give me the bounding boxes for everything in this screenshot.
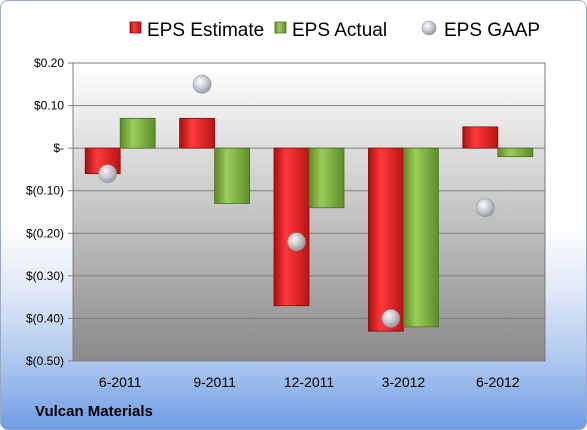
x-tick-label: 6-2011 [99, 374, 142, 390]
bar-eps-actual [119, 117, 156, 149]
legend-item-estimate: EPS Estimate [129, 20, 264, 41]
y-tick-label: $0.20 [34, 56, 64, 70]
legend-label-gaap: EPS GAAP [444, 20, 540, 41]
y-tick-label: $(0.30) [26, 269, 64, 283]
company-label: Vulcan Materials [35, 403, 153, 420]
x-tick-label: 12-2011 [284, 374, 335, 390]
bar-eps-estimate [179, 117, 216, 149]
x-tick-label: 9-2011 [193, 374, 236, 390]
y-tick-label: $(0.40) [26, 311, 64, 325]
legend: EPS Estimate EPS Actual EPS GAAP [129, 20, 540, 41]
legend-item-actual: EPS Actual [274, 20, 387, 41]
bar-eps-actual [497, 147, 534, 158]
marker-eps-gaap [287, 232, 306, 252]
x-tick-label: 6-2012 [476, 374, 520, 390]
gaap-markers [98, 74, 495, 328]
bar-eps-estimate [462, 126, 499, 149]
legend-swatch-estimate [129, 21, 142, 34]
y-tick-label: $- [53, 141, 64, 155]
y-tick-label: $(0.10) [26, 184, 64, 198]
marker-eps-gaap [98, 164, 117, 183]
marker-eps-gaap [192, 74, 212, 94]
legend-swatch-gaap [421, 20, 437, 36]
y-tick-label: $(0.50) [26, 354, 64, 368]
bar-eps-estimate [367, 147, 404, 332]
legend-label-actual: EPS Actual [292, 20, 387, 41]
legend-label-estimate: EPS Estimate [147, 20, 264, 41]
bars [84, 117, 534, 332]
legend-swatch-actual [274, 21, 287, 34]
bar-eps-actual [308, 147, 345, 209]
marker-eps-gaap [381, 309, 401, 328]
y-tick-label: $(0.20) [26, 226, 64, 240]
y-tick-label: $0.10 [34, 99, 64, 113]
x-axis: 6-2011 9-2011 12-2011 3-2012 6-2012 [99, 374, 520, 390]
x-tick-label: 3-2012 [382, 374, 426, 390]
bar-eps-actual [402, 147, 439, 328]
y-axis: $0.20 $0.10 $- $(0.10) $(0.20) $(0.30) $(0.40)… [26, 56, 74, 368]
marker-eps-gaap [475, 198, 495, 218]
legend-item-gaap: EPS GAAP [421, 20, 540, 41]
bar-eps-estimate [273, 147, 310, 307]
bar-eps-actual [214, 147, 251, 204]
